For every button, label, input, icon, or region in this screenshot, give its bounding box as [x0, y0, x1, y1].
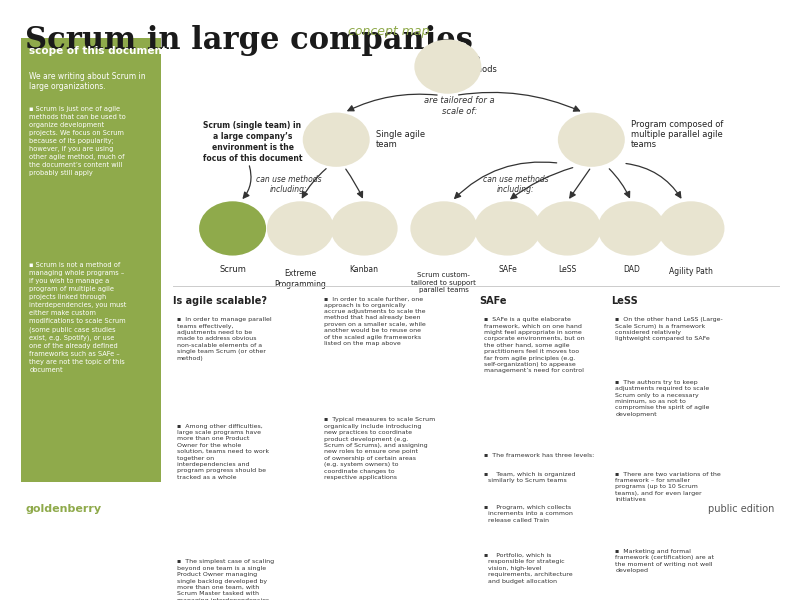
- Ellipse shape: [410, 201, 478, 256]
- Text: Agility Path: Agility Path: [669, 267, 713, 276]
- Text: are tailored for a
scale of:: are tailored for a scale of:: [425, 97, 495, 116]
- Ellipse shape: [330, 201, 398, 256]
- Text: ▪ Scrum is not a method of
managing whole programs –
if you wish to manage a
pro: ▪ Scrum is not a method of managing whol…: [30, 262, 126, 373]
- Text: ▪  There are two variations of the
framework – for smaller
programs (up to 10 Sc: ▪ There are two variations of the framew…: [615, 472, 721, 502]
- Text: Agile
methods: Agile methods: [460, 55, 497, 74]
- Text: LeSS: LeSS: [611, 296, 638, 306]
- Text: ▪ Some practices that we
describe result from
requirements of large
company’s en: ▪ Some practices that we describe result…: [30, 502, 127, 565]
- Text: We are writing about Scrum in
large organizations.: We are writing about Scrum in large orga…: [30, 72, 146, 91]
- Text: ▪  The framework has three levels:: ▪ The framework has three levels:: [484, 453, 594, 458]
- Text: public edition: public edition: [708, 504, 774, 514]
- Text: ▪    Portfolio, which is
  responsible for strategic
  vision, high-level
  requ: ▪ Portfolio, which is responsible for st…: [484, 553, 572, 584]
- Text: DAD: DAD: [622, 265, 640, 274]
- Text: can use methods
including:: can use methods including:: [255, 175, 322, 194]
- Text: ▪  The authors try to keep
adjustments required to scale
Scrum only to a necessa: ▪ The authors try to keep adjustments re…: [615, 380, 710, 417]
- Text: SAFe: SAFe: [480, 296, 507, 306]
- Text: Is agile scalable?: Is agile scalable?: [173, 296, 266, 306]
- Text: SAFe: SAFe: [498, 265, 517, 274]
- Ellipse shape: [598, 201, 665, 256]
- Text: ▪ Scrum is just one of agile
methods that can be used to
organize development
pr: ▪ Scrum is just one of agile methods tha…: [30, 106, 126, 176]
- Text: ▪  In order to manage parallel
teams effectively,
adjustments need to be
made to: ▪ In order to manage parallel teams effe…: [177, 317, 271, 361]
- Text: Program composed of
multiple parallel agile
teams: Program composed of multiple parallel ag…: [631, 119, 723, 149]
- Text: can use methods
including:: can use methods including:: [482, 175, 549, 194]
- Ellipse shape: [302, 113, 370, 167]
- Text: ▪  The simplest case of scaling
beyond one team is a single
Product Owner managi: ▪ The simplest case of scaling beyond on…: [177, 559, 274, 600]
- Text: ▪  In order to scale further, one
approach is to organically
accrue adjustments : ▪ In order to scale further, one approac…: [324, 296, 426, 346]
- Text: ▪  On the other hand LeSS (Large-
Scale Scrum) is a framework
considered relativ: ▪ On the other hand LeSS (Large- Scale S…: [615, 317, 723, 341]
- Ellipse shape: [658, 201, 725, 256]
- Text: Kanban: Kanban: [350, 265, 378, 274]
- Text: ▪  Typical measures to scale Scrum
organically include introducing
new practices: ▪ Typical measures to scale Scrum organi…: [324, 418, 435, 480]
- Text: Single agile
team: Single agile team: [376, 130, 426, 149]
- Text: Scrum in large companies: Scrum in large companies: [26, 25, 473, 56]
- Text: ▪  Among other difficulties,
large scale programs have
more than one Product
Own: ▪ Among other difficulties, large scale …: [177, 424, 269, 480]
- Text: Scrum: Scrum: [219, 265, 246, 274]
- Ellipse shape: [199, 201, 266, 256]
- Text: goldenberry: goldenberry: [26, 504, 102, 514]
- Text: ▪  SAFe is a quite elaborate
framework, which on one hand
might feel appropriate: ▪ SAFe is a quite elaborate framework, w…: [484, 317, 584, 373]
- Text: scope of this document: scope of this document: [30, 46, 167, 56]
- Text: concept map: concept map: [348, 25, 430, 38]
- Ellipse shape: [474, 201, 541, 256]
- Text: Scrum custom-
tailored to support
parallel teams: Scrum custom- tailored to support parall…: [411, 272, 476, 293]
- Text: LeSS: LeSS: [558, 265, 577, 274]
- Text: ▪  Marketing and formal
framework (certification) are at
the moment of writing n: ▪ Marketing and formal framework (certif…: [615, 549, 714, 573]
- Ellipse shape: [534, 201, 601, 256]
- Ellipse shape: [558, 113, 625, 167]
- Text: Extreme
Programming: Extreme Programming: [274, 269, 326, 289]
- Text: ▪    Program, which collects
  increments into a common
  release called Train: ▪ Program, which collects increments int…: [484, 505, 573, 523]
- Ellipse shape: [267, 201, 334, 256]
- FancyBboxPatch shape: [22, 38, 161, 482]
- Text: ▪    Team, which is organized
  similarly to Scrum teams: ▪ Team, which is organized similarly to …: [484, 472, 575, 483]
- Ellipse shape: [414, 40, 482, 94]
- Text: Scrum (single team) in
a large company’s
environment is the
focus of this docume: Scrum (single team) in a large company’s…: [202, 121, 302, 163]
